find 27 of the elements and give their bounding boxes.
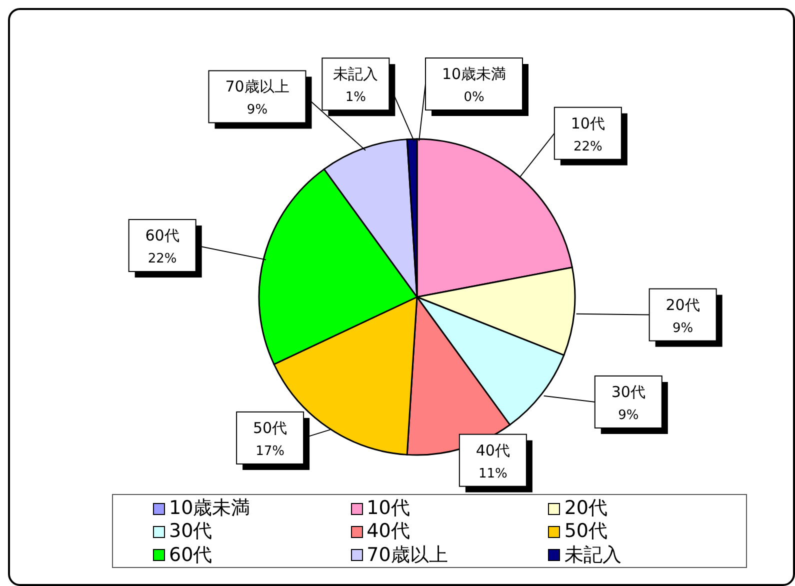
data-label: 22% — [573, 139, 602, 154]
legend-label: 70歳以上 — [366, 544, 448, 567]
data-label: 17% — [256, 444, 284, 459]
category-label: 10歳未満 — [442, 65, 506, 83]
legend-label: 10歳未満 — [169, 497, 250, 520]
slice-label: 70歳以上 — [225, 78, 290, 96]
data-label: 11% — [478, 466, 508, 482]
data-label: 9% — [672, 320, 694, 336]
legend-label: 30代 — [169, 520, 212, 544]
legend-label: 20代 — [564, 497, 608, 520]
data-label: 22% — [148, 252, 177, 267]
data-label: 9% — [618, 408, 639, 423]
slice-label: 40代 — [476, 441, 510, 460]
data-label: 9% — [246, 102, 268, 118]
data-label: 1% — [345, 90, 366, 106]
slice-label: 10代 — [570, 114, 605, 132]
slice-label: 未記入 — [333, 65, 378, 84]
slice-label: 60代 — [145, 226, 180, 245]
slice-label: 30代 — [611, 382, 646, 401]
legend-label: 10代 — [366, 497, 410, 520]
legend-label: 60代 — [169, 544, 212, 567]
legend-label: 40代 — [366, 520, 410, 544]
slice-label: 20代 — [666, 296, 700, 314]
slice-label: 50代 — [253, 418, 288, 437]
text: 0% — [464, 90, 484, 105]
legend-label: 50代 — [564, 520, 608, 544]
legend-label: 未記入 — [564, 544, 622, 567]
